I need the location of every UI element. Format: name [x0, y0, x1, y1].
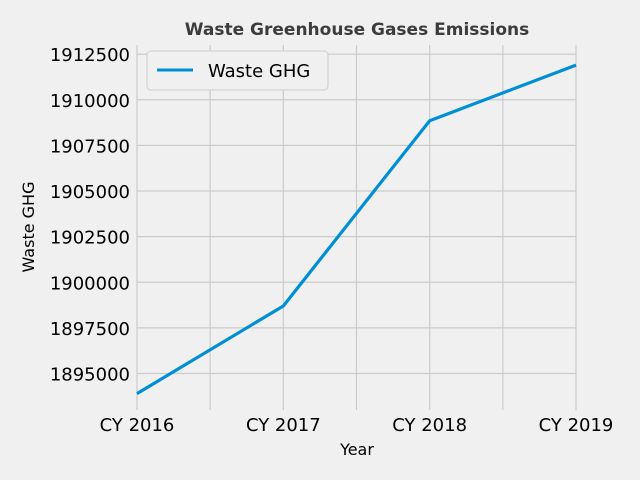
y-tick-label: 1900000: [50, 273, 130, 294]
x-tick-label: CY 2018: [392, 415, 467, 436]
y-tick-labels: 1895000 1897500 1900000 1902500 1905000 19075…: [50, 45, 130, 385]
x-tick-label: CY 2017: [246, 415, 321, 436]
y-tick-label: 1910000: [50, 91, 130, 112]
y-tick-label: 1895000: [50, 365, 130, 386]
y-tick-label: 1907500: [50, 136, 130, 157]
y-tick-label: 1912500: [50, 45, 130, 66]
series-line: [136, 63, 577, 395]
x-tick-label: CY 2016: [100, 415, 175, 436]
legend-label: Waste GHG: [208, 61, 310, 82]
y-tick-label: 1902500: [50, 228, 130, 249]
grid: [136, 45, 577, 410]
legend: Waste GHG: [146, 50, 329, 91]
y-tick-label: 1897500: [50, 319, 130, 340]
y-tick-label: 1905000: [50, 182, 130, 203]
legend-box: [146, 50, 329, 91]
plot-area: [136, 63, 577, 395]
x-tick-labels: CY 2016 CY 2017 CY 2018 CY 2019: [100, 415, 614, 436]
x-tick-label: CY 2019: [539, 415, 614, 436]
chart-title: Waste Greenhouse Gases Emissions: [185, 20, 530, 40]
x-axis-label: Year: [339, 440, 374, 459]
y-axis-label: Waste GHG: [19, 182, 38, 273]
